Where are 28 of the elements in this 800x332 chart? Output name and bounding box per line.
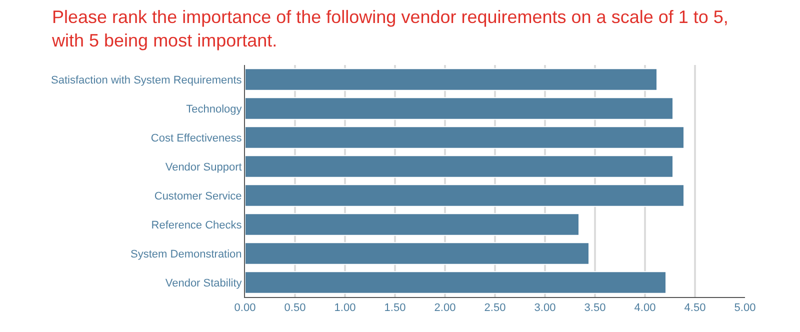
x-tick-label: 5.00 <box>734 302 756 314</box>
x-tick-label: 4.00 <box>634 302 656 314</box>
y-tick-label: Vendor Stability <box>165 277 242 290</box>
x-tick-label: 1.50 <box>384 302 406 314</box>
y-tick-label: Cost Effectiveness <box>150 132 242 144</box>
x-tick-label: 0.50 <box>284 302 306 314</box>
y-tick-label: Satisfaction with System Requirements <box>51 74 242 86</box>
y-tick-label: Customer Service <box>154 190 242 202</box>
bar <box>245 68 658 91</box>
bar <box>245 155 674 178</box>
y-tick-label: Vendor Support <box>165 161 242 174</box>
bar <box>245 213 580 236</box>
x-tick-label: 4.50 <box>684 302 706 314</box>
x-tick-label: 3.50 <box>584 302 606 314</box>
x-tick-label: 2.50 <box>484 302 506 314</box>
x-tick-label: 2.00 <box>434 302 456 314</box>
y-tick-label: System Demonstration <box>130 248 242 260</box>
bar <box>245 242 590 265</box>
bar <box>245 271 666 294</box>
y-tick-label: Reference Checks <box>151 219 242 232</box>
bar <box>245 126 684 149</box>
bar <box>245 97 674 120</box>
x-tick-label: 0.00 <box>234 302 256 314</box>
x-tick-label: 3.00 <box>534 302 556 314</box>
chart-title: Please rank the importance of the following vendor requirements on a scale of 1 to 5, with 5 being most important. <box>51 7 728 51</box>
x-tick-label: 1.00 <box>334 302 356 314</box>
y-tick-label: Technology <box>186 103 242 116</box>
bar <box>245 184 684 207</box>
